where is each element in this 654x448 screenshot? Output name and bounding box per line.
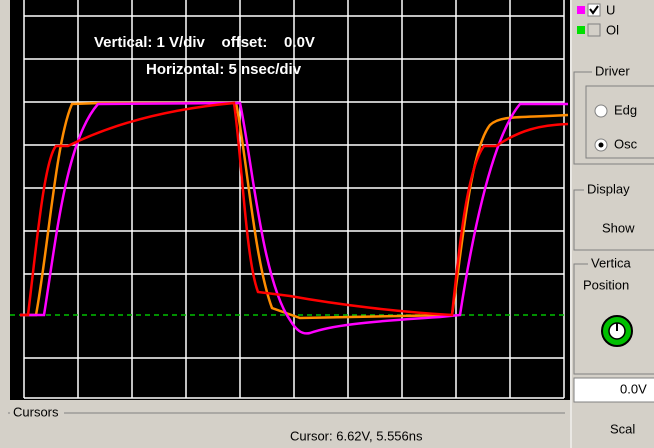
legend-swatch — [577, 26, 585, 34]
radio[interactable] — [594, 104, 608, 118]
label-bg — [10, 405, 64, 421]
radio-dot — [598, 142, 604, 148]
driver-box — [585, 85, 654, 159]
radio-label[interactable]: Edg — [614, 102, 637, 117]
display-title: Display — [587, 181, 630, 196]
show-button[interactable]: Show — [602, 220, 635, 235]
driver-title: Driver — [595, 63, 630, 78]
trace-orange — [20, 101, 569, 320]
cursors-title: Cursors — [13, 404, 59, 419]
legend-entry: Ol — [606, 22, 619, 37]
check — [589, 5, 599, 15]
label-bg — [592, 64, 654, 80]
radio-label[interactable]: Osc — [614, 136, 638, 151]
checkbox[interactable] — [587, 23, 601, 37]
position-value: 0.0V — [620, 381, 647, 396]
legend-entry: U — [606, 2, 615, 17]
cursor-readout: Cursor: 6.62V, 5.556ns — [290, 428, 423, 443]
scope-screen — [10, 0, 570, 400]
label-bg — [584, 182, 654, 198]
trace-red — [20, 101, 569, 317]
legend-swatch — [577, 6, 585, 14]
vertical-scale: Vertical: 1 V/div offset: 0.0V — [94, 34, 315, 51]
vertical-title: Vertica — [591, 255, 632, 270]
scale-label: Scal — [610, 421, 635, 436]
position-label: Position — [583, 277, 629, 292]
label-bg — [588, 256, 654, 272]
horizontal-scale: Horizontal: 5 nsec/div — [146, 61, 302, 78]
value-box[interactable] — [573, 377, 654, 403]
